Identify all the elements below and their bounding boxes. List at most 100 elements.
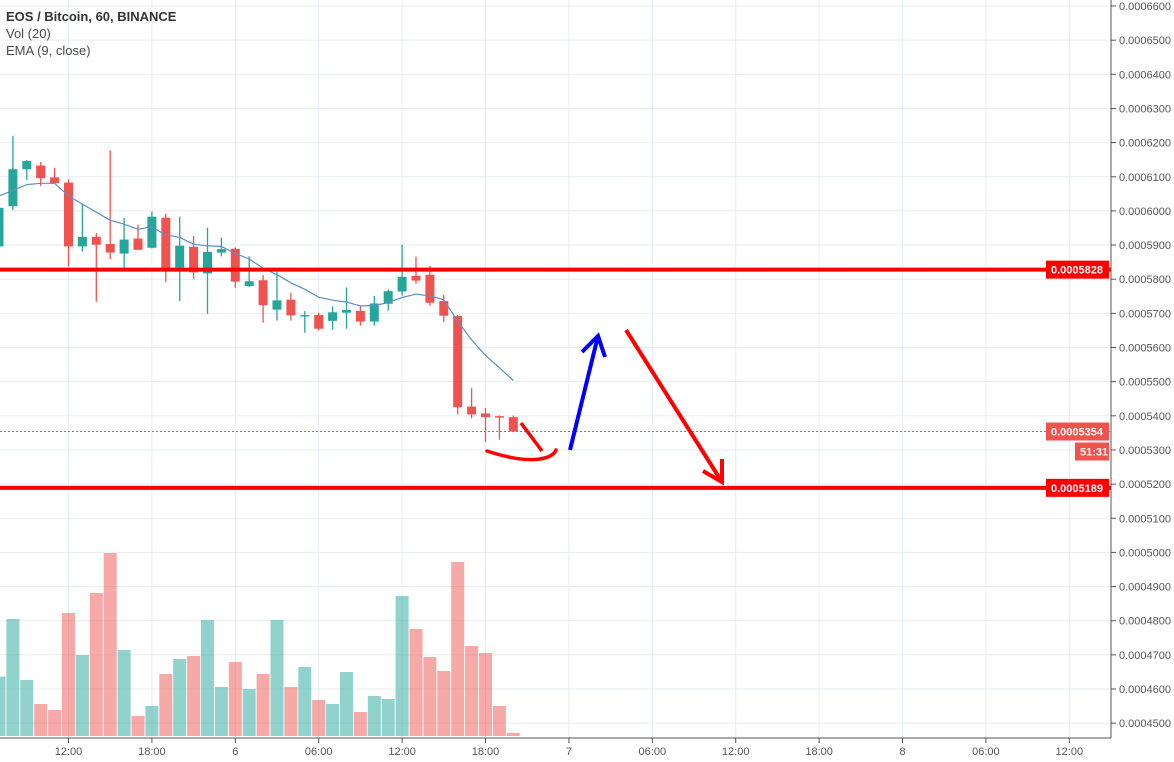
price-tick-label: 0.0004500	[1119, 718, 1171, 730]
candle	[355, 305, 365, 326]
candle	[147, 211, 157, 249]
level-price-label: 0.0005828	[1051, 265, 1103, 277]
volume-bar	[298, 667, 312, 736]
symbol-title: EOS / Bitcoin, 60, BINANCE	[6, 9, 177, 24]
candle	[286, 292, 296, 321]
candle-body	[300, 315, 310, 317]
price-tick-label: 0.0005300	[1119, 445, 1171, 457]
time-tick-label: 06:00	[972, 746, 1000, 758]
candle	[119, 218, 129, 269]
price-tick-label: 0.0005800	[1119, 274, 1171, 286]
red-down-arrow-icon[interactable]	[624, 328, 724, 486]
level-price-badge	[1046, 478, 1109, 497]
candle-body	[397, 276, 407, 292]
last-price-badge	[1046, 422, 1109, 441]
candle-body	[216, 249, 226, 253]
level-price-label: 0.0005189	[1051, 483, 1103, 495]
candle	[258, 275, 268, 323]
time-tick-label: 7	[566, 746, 572, 758]
candle-body	[105, 244, 115, 253]
candle-body	[175, 245, 185, 268]
candle	[494, 415, 504, 440]
volume-bar	[103, 553, 117, 736]
volume-bar	[75, 655, 89, 736]
price-tick-label: 0.0005500	[1119, 377, 1171, 389]
price-tick-label: 0.0005200	[1119, 479, 1171, 491]
volume-bar	[89, 593, 103, 736]
candle-body	[508, 417, 518, 432]
candle-body	[133, 238, 143, 250]
candle-body	[161, 217, 171, 269]
price-tick-label: 0.0005000	[1119, 547, 1171, 559]
candle-body	[453, 316, 463, 408]
chart-legend: EOS / Bitcoin, 60, BINANCE Vol (20) EMA …	[6, 8, 176, 59]
time-tick-label: 12:00	[722, 746, 750, 758]
candle-body	[203, 251, 212, 274]
volume-bar	[159, 674, 173, 736]
price-tick-label: 0.0006100	[1119, 172, 1171, 184]
candle-body	[342, 309, 351, 313]
candle	[8, 135, 18, 211]
countdown-badge	[1075, 442, 1109, 461]
candle	[64, 179, 73, 267]
price-tick-label: 0.0005400	[1119, 411, 1171, 423]
candle	[272, 271, 282, 321]
candle-body	[189, 246, 199, 273]
volume-bar	[34, 704, 48, 736]
red-curve-drawing[interactable]	[485, 448, 558, 462]
candle-body	[64, 182, 73, 247]
candle	[230, 247, 240, 288]
volume-bar	[256, 674, 270, 736]
candle-body	[425, 274, 435, 303]
price-tick-label: 0.0006300	[1119, 103, 1171, 115]
volume-bar	[492, 706, 506, 736]
candle	[314, 312, 324, 331]
volume-bar	[367, 696, 381, 736]
volume-indicator-label[interactable]: Vol (20)	[6, 26, 51, 41]
candle-body	[272, 300, 282, 310]
candles	[0, 135, 518, 443]
candle-body	[36, 165, 46, 179]
price-tick-label: 0.0006000	[1119, 206, 1171, 218]
candle-body	[147, 216, 157, 248]
candle-body	[258, 280, 268, 306]
candle-body	[91, 236, 101, 245]
candle	[175, 216, 185, 302]
candle-body	[244, 281, 254, 287]
price-tick-label: 0.0004700	[1119, 650, 1171, 662]
volume-bar	[242, 689, 256, 736]
candle-body	[369, 303, 379, 322]
volume-bar	[465, 646, 479, 736]
drawings[interactable]	[485, 328, 724, 486]
ema-line	[0, 182, 514, 381]
volume-bar	[326, 704, 340, 736]
horizontal-levels[interactable]	[0, 267, 1111, 490]
ema-indicator-label[interactable]: EMA (9, close)	[6, 43, 91, 58]
countdown-label: 51:31	[1080, 447, 1108, 459]
price-tick-label: 0.0006200	[1119, 138, 1171, 150]
volume-bar	[479, 653, 492, 736]
candle-body	[8, 169, 18, 207]
candle	[0, 207, 4, 247]
time-tick-label: 12:00	[388, 746, 416, 758]
volume-bar	[423, 657, 437, 736]
red-short-line-drawing[interactable]	[519, 421, 544, 453]
price-tick-label: 0.0006600	[1119, 1, 1171, 13]
candle	[481, 407, 490, 443]
time-tick-label: 06:00	[305, 746, 333, 758]
candle	[328, 306, 338, 330]
volume-bar	[312, 700, 326, 736]
volume-bar	[437, 671, 451, 736]
candle	[161, 213, 171, 282]
grid	[0, 0, 1111, 738]
volume-bar	[62, 613, 75, 736]
candle	[77, 203, 87, 252]
volume-bar	[0, 676, 6, 736]
volume-bar	[214, 687, 228, 736]
candle-body	[22, 161, 32, 170]
price-axis[interactable]: 0.0006600 0.0006500 0.0006400 0.0006300 0.00…	[1111, 1, 1171, 730]
blue-up-arrow-icon[interactable]	[568, 332, 607, 451]
volume-bar	[117, 650, 131, 736]
time-axis[interactable]: 12:00 18:00 6 06:00 12:00 18:00 7 06:00 12:00 18:…	[55, 738, 1083, 758]
